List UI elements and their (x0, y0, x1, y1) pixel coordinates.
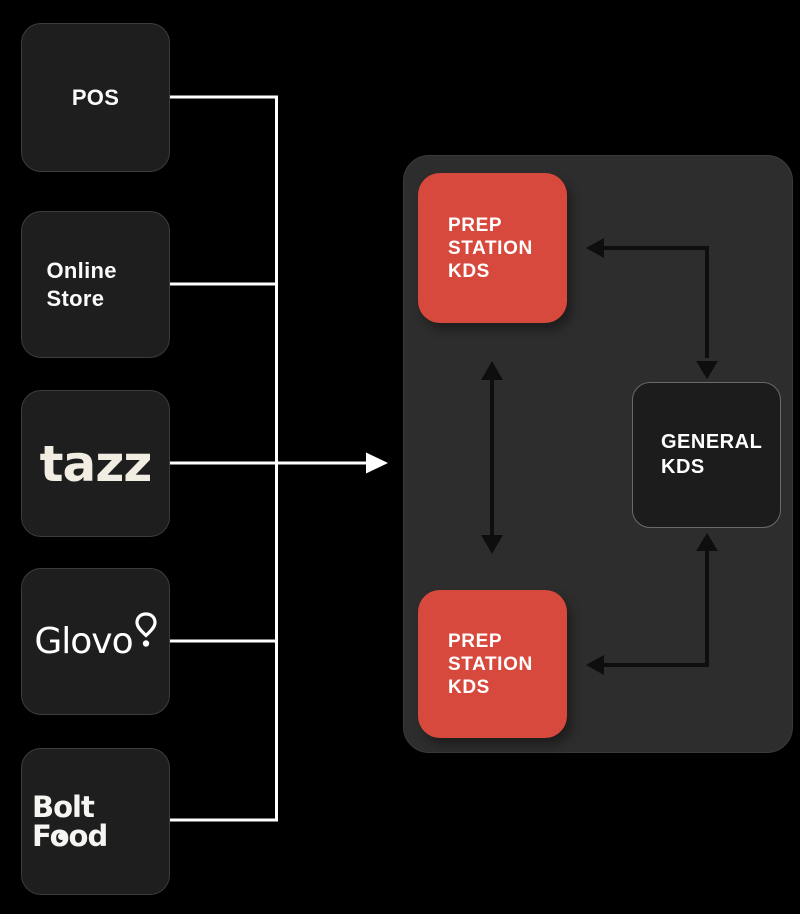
general-kds-label: GENERAL KDS (661, 431, 762, 478)
flow-arrow-right (170, 452, 388, 474)
source-connector-lines (170, 95, 278, 822)
bolt-underdot-icon (58, 833, 65, 840)
prep-station-kds-bottom: PREP STATION KDS (418, 590, 567, 738)
prep-station-kds-top-label: PREP STATION KDS (448, 214, 533, 282)
source-box-bolt-food: Bolt Food (21, 748, 170, 895)
prep-station-kds-top: PREP STATION KDS (418, 173, 567, 323)
general-kds: GENERAL KDS (632, 382, 781, 528)
source-box-glovo: Glovo (21, 568, 170, 715)
tazz-logo: tazz (39, 434, 153, 493)
prep-station-kds-bottom-label: PREP STATION KDS (448, 630, 533, 698)
bolt-food-logo-text: Bolt Food (32, 789, 108, 853)
online-store-label: Online Store (46, 257, 117, 311)
glovo-logo: Glovo (34, 611, 157, 662)
source-box-tazz: tazz (21, 390, 170, 537)
glovo-pin-icon (135, 611, 157, 647)
source-box-online-store: Online Store (21, 211, 170, 358)
flow-arrowhead-right (366, 452, 388, 474)
source-box-pos: POS (21, 23, 170, 172)
glovo-logo-text: Glovo (34, 620, 133, 662)
pos-label: POS (71, 84, 120, 110)
